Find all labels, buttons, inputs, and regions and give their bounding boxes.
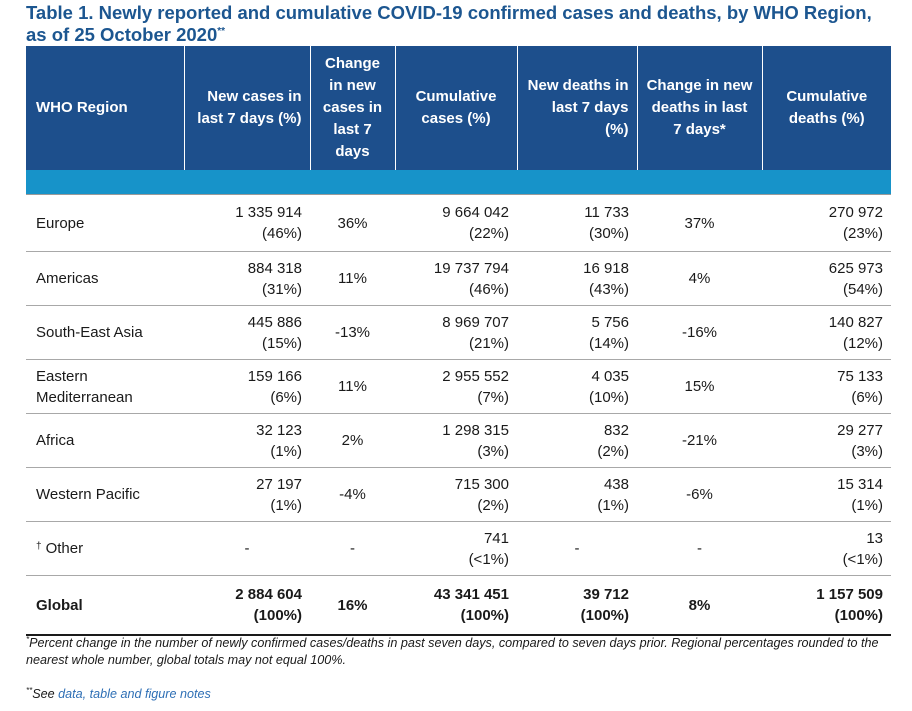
change-deaths-cell: 8% [637,575,762,636]
footnote-star: *Percent change in the number of newly c… [26,635,879,668]
new-cases-cell: 884 318 (31%) [184,251,310,306]
cum-deaths-cell: 15 314 (1%) [762,467,891,522]
table-row: Europe 1 335 914 (46%) 36% 9 664 042 (22%)… [26,194,891,252]
table-title: Table 1. Newly reported and cumulative C… [26,2,872,45]
region-cell: Europe [26,194,184,252]
title-note-marker: ** [217,26,226,37]
new-deaths-cell: 39 712 (100%) [517,575,637,636]
cum-cases-cell: 9 664 042 (22%) [395,194,517,252]
footnote-see-notes: **See data, table and figure notes [26,686,211,702]
header-cumulative-deaths: Cumulative deaths (%) [762,46,891,170]
star-marker: * [26,635,30,644]
new-deaths-cell: 5 756 (14%) [517,305,637,360]
cum-deaths-cell: 625 973 (54%) [762,251,891,306]
new-cases-cell: - [184,521,310,576]
region-cell: Eastern Mediterranean [26,359,184,414]
cum-cases-cell: 43 341 451 (100%) [395,575,517,636]
cum-deaths-cell: 75 133 (6%) [762,359,891,414]
new-cases-cell: 32 123 (1%) [184,413,310,468]
cum-deaths-cell: 13 (<1%) [762,521,891,576]
header-who-region: WHO Region [26,46,185,170]
change-deaths-cell: 37% [637,194,762,252]
region-cell: Americas [26,251,184,306]
change-cases-cell: 16% [310,575,395,636]
new-cases-cell: 2 884 604 (100%) [184,575,310,636]
cum-deaths-cell: 140 827 (12%) [762,305,891,360]
region-cell: Africa [26,413,184,468]
change-cases-cell: 2% [310,413,395,468]
cum-deaths-cell: 270 972 (23%) [762,194,891,252]
new-deaths-cell: 16 918 (43%) [517,251,637,306]
change-deaths-cell: 15% [637,359,762,414]
header-band [26,170,891,195]
table-row: Western Pacific 27 197 (1%) -4% 715 300 (2… [26,467,891,522]
header-new-cases: New cases in last 7 days (%) [184,46,311,170]
notes-link[interactable]: data, table and figure notes [58,687,211,702]
header-row: WHO Region New cases in last 7 days (%) … [26,46,891,170]
new-cases-cell: 159 166 (6%) [184,359,310,414]
table-row: Eastern Mediterranean 159 166 (6%) 11% 2 … [26,359,891,414]
region-cell: Global [26,575,184,636]
cum-cases-cell: 8 969 707 (21%) [395,305,517,360]
new-cases-cell: 445 886 (15%) [184,305,310,360]
new-deaths-cell: - [517,521,637,576]
see-marker: ** [26,686,33,695]
table-row: Africa 32 123 (1%) 2% 1 298 315 (3%) 832 (2… [26,413,891,468]
cum-cases-cell: 1 298 315 (3%) [395,413,517,468]
region-cell: South-East Asia [26,305,184,360]
new-cases-cell: 1 335 914 (46%) [184,194,310,252]
table-row-other: † Other - - 741 (<1%) - - 13 (<1%) [26,521,891,576]
new-cases-cell: 27 197 (1%) [184,467,310,522]
dagger-marker: † [36,541,42,552]
change-cases-cell: 36% [310,194,395,252]
cum-cases-cell: 19 737 794 (46%) [395,251,517,306]
covid-table: WHO Region New cases in last 7 days (%) … [26,46,891,636]
region-cell: Western Pacific [26,467,184,522]
region-cell: † Other [26,521,184,576]
header-change-cases: Change in new cases in last 7 days [310,46,396,170]
change-cases-cell: 11% [310,359,395,414]
change-cases-cell: - [310,521,395,576]
new-deaths-cell: 832 (2%) [517,413,637,468]
cum-cases-cell: 741 (<1%) [395,521,517,576]
change-deaths-cell: - [637,521,762,576]
change-deaths-cell: -21% [637,413,762,468]
table-row: Americas 884 318 (31%) 11% 19 737 794 (46%… [26,251,891,306]
change-deaths-cell: -16% [637,305,762,360]
band-strip [26,170,891,195]
header-cumulative-cases: Cumulative cases (%) [395,46,518,170]
change-cases-cell: 11% [310,251,395,306]
new-deaths-cell: 438 (1%) [517,467,637,522]
new-deaths-cell: 11 733 (30%) [517,194,637,252]
cum-cases-cell: 2 955 552 (7%) [395,359,517,414]
header-new-deaths: New deaths in last 7 days (%) [517,46,638,170]
header-change-deaths: Change in new deaths in last 7 days* [637,46,763,170]
change-cases-cell: -4% [310,467,395,522]
cum-deaths-cell: 29 277 (3%) [762,413,891,468]
cum-cases-cell: 715 300 (2%) [395,467,517,522]
table-row-global: Global 2 884 604 (100%) 16% 43 341 451 (10… [26,575,891,636]
change-cases-cell: -13% [310,305,395,360]
new-deaths-cell: 4 035 (10%) [517,359,637,414]
change-deaths-cell: -6% [637,467,762,522]
table-row: South-East Asia 445 886 (15%) -13% 8 969 … [26,305,891,360]
cum-deaths-cell: 1 157 509 (100%) [762,575,891,636]
change-deaths-cell: 4% [637,251,762,306]
